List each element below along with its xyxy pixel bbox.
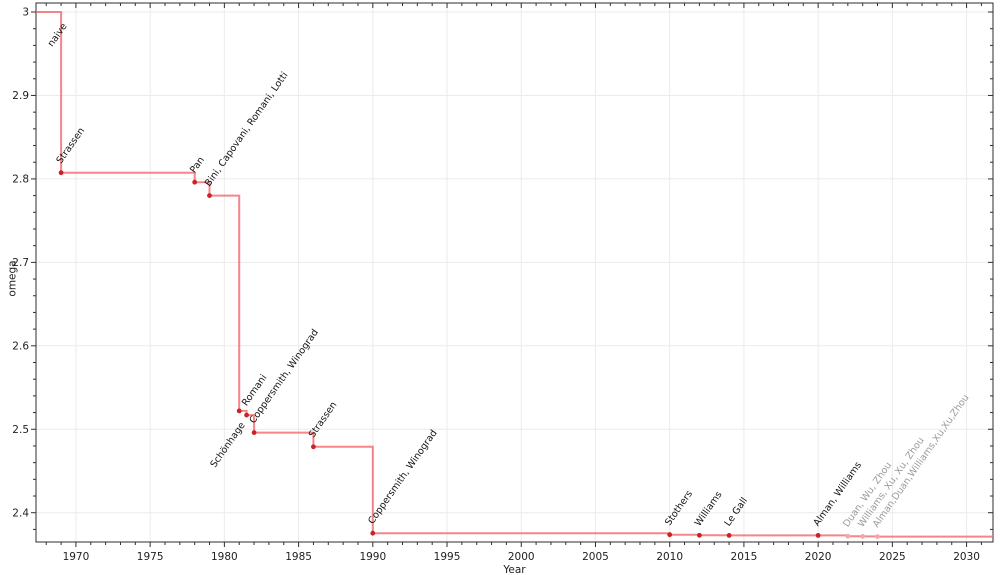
x-tick-label: 1985 bbox=[285, 551, 312, 563]
point-annotation: Schönhage bbox=[208, 420, 247, 470]
x-axis-title: Year bbox=[503, 564, 526, 575]
data-point bbox=[244, 412, 250, 418]
x-tick-label: 2030 bbox=[953, 551, 980, 563]
data-point bbox=[192, 179, 198, 185]
x-tick-label: 1995 bbox=[434, 551, 461, 563]
x-tick-label: 1980 bbox=[211, 551, 238, 563]
data-point bbox=[311, 444, 316, 450]
x-tick-label: 1970 bbox=[63, 551, 90, 563]
x-tick-label: 2010 bbox=[656, 551, 683, 563]
point-label: Coppersmith, Winograd bbox=[366, 428, 439, 526]
data-point bbox=[207, 193, 212, 199]
data-point bbox=[667, 532, 673, 538]
y-tick-label: 2.6 bbox=[12, 340, 29, 352]
data-point bbox=[251, 430, 257, 435]
point-label: Williams bbox=[693, 489, 725, 528]
data-point bbox=[370, 530, 376, 536]
y-tick-label: 2.5 bbox=[12, 424, 29, 436]
x-tick-label: 2020 bbox=[805, 551, 832, 563]
data-point bbox=[860, 534, 866, 539]
x-tick-label: 2015 bbox=[731, 551, 758, 563]
point-annotation: Williams bbox=[693, 489, 725, 528]
point-label: Strassen bbox=[54, 126, 87, 166]
point-label: Le Gall bbox=[722, 496, 750, 529]
x-tick-label: 2025 bbox=[879, 551, 906, 563]
point-label: naive bbox=[46, 21, 70, 49]
data-point bbox=[236, 408, 242, 414]
x-tick-label: 2000 bbox=[508, 551, 535, 563]
point-annotation: Strassen bbox=[54, 126, 87, 166]
plot-border bbox=[35, 2, 994, 543]
data-point bbox=[845, 533, 851, 539]
y-tick-label: 2.8 bbox=[12, 174, 29, 186]
point-annotation: Le Gall bbox=[722, 496, 750, 529]
y-tick-label: 3 bbox=[22, 7, 29, 19]
point-label: Strassen bbox=[307, 400, 340, 440]
point-annotation: Strassen bbox=[307, 400, 340, 440]
data-point bbox=[58, 170, 64, 176]
point-label: Williams, Xu, Xu, Zhou bbox=[856, 435, 927, 529]
y-axis-title: omega bbox=[6, 260, 19, 297]
y-tick-label: 2.9 bbox=[12, 90, 29, 102]
y-tick-label: 2.7 bbox=[12, 257, 29, 269]
point-label: Bini, Capovani, Romani, Lotti bbox=[203, 70, 291, 189]
omega-step-line bbox=[36, 11, 993, 538]
x-tick-label: 1990 bbox=[359, 551, 386, 563]
data-point bbox=[697, 532, 702, 538]
point-annotation: Stothers bbox=[663, 489, 695, 528]
point-annotation: Williams, Xu, Xu, Zhou bbox=[856, 435, 927, 529]
x-tick-label: 2005 bbox=[582, 551, 609, 563]
point-annotation: Bini, Capovani, Romani, Lotti bbox=[203, 70, 291, 189]
point-annotation: Coppersmith, Winograd bbox=[366, 428, 439, 526]
point-label: Schönhage bbox=[208, 420, 247, 470]
data-point bbox=[726, 533, 732, 538]
data-point bbox=[875, 534, 880, 539]
point-annotation: naive bbox=[46, 21, 70, 49]
x-tick-label: 1975 bbox=[137, 551, 164, 563]
point-label: Stothers bbox=[663, 489, 695, 528]
y-tick-label: 2.4 bbox=[12, 507, 29, 519]
data-point bbox=[815, 533, 821, 538]
